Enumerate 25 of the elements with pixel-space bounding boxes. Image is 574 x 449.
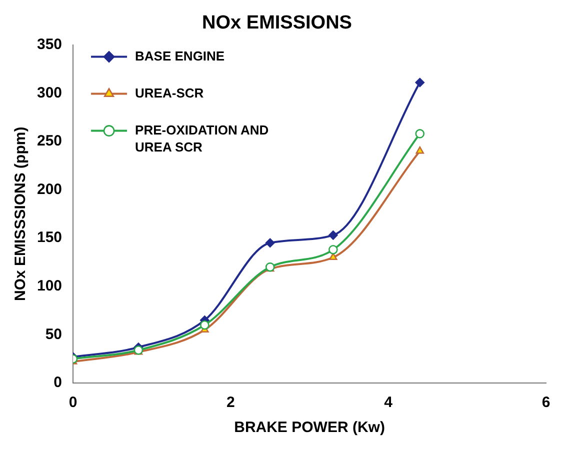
x-axis-title: BRAKE POWER (Kw) [234, 419, 385, 436]
y-tick-label: 200 [36, 180, 62, 198]
y-tick-label: 150 [36, 229, 62, 246]
point [415, 78, 425, 88]
y-axis-title: NOx EMISSSIONS (ppm) [12, 126, 30, 301]
point [265, 238, 275, 248]
y-tick-label: 50 [45, 326, 62, 343]
point [328, 230, 338, 240]
x-tick-label: 0 [68, 394, 78, 412]
point [200, 320, 210, 330]
chart-title: NOx EMISSIONS [202, 12, 352, 34]
x-tick-label: 2 [226, 394, 235, 412]
x-tick-label: 6 [542, 394, 550, 412]
y-tick-label: 350 [36, 36, 62, 53]
x-tick-label: 4 [384, 394, 394, 412]
legend-label: PRE-OXIDATION AND UREA SCR [135, 122, 269, 154]
point [416, 146, 424, 154]
y-tick-label: 100 [36, 278, 62, 295]
y-tick-label: 300 [36, 84, 62, 102]
y-tick-label: 0 [54, 374, 62, 392]
y-tick-label: 250 [36, 132, 62, 150]
legend-label: UREA-SCR [135, 85, 204, 100]
point [415, 129, 425, 138]
legend-label: BASE ENGINE [135, 48, 225, 64]
point [328, 245, 338, 254]
